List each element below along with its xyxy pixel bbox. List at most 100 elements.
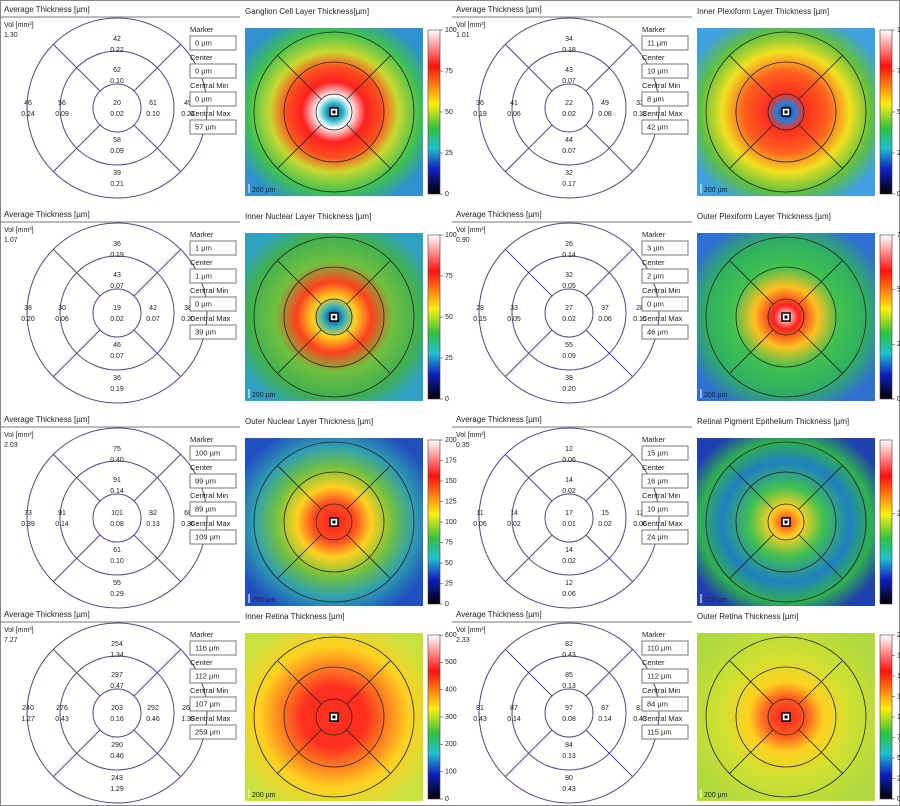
field-value: 46 µm (647, 327, 668, 336)
sector-thickness: 73 (24, 510, 32, 517)
map-title: Retinal Pigment Epithelium Thickness [µm… (697, 417, 849, 426)
map-title: Inner Retina Thickness [µm] (245, 612, 345, 621)
etdrs-divider (53, 249, 100, 296)
page: Average Thickness [µm]Vol [mm³]1.30420.2… (0, 0, 900, 806)
sector-thickness: 12 (565, 580, 573, 587)
sector-volume: 0.06 (562, 457, 576, 464)
sector-thickness: 254 (111, 641, 123, 648)
etdrs-divider (505, 454, 552, 501)
map-title: Inner Nuclear Layer Thickness [µm] (245, 212, 371, 221)
colorbar-tick-label: 75 (445, 273, 453, 280)
field-value: 116 µm (195, 643, 220, 652)
field-label: Central Max (190, 519, 231, 528)
sector-thickness: 240 (22, 705, 34, 712)
sector-thickness: 17 (565, 510, 573, 517)
field-label: Marker (642, 630, 666, 639)
sector-thickness: 42 (113, 36, 121, 43)
etdrs-divider (53, 44, 100, 91)
field-label: Marker (190, 25, 214, 34)
sector-volume: 0.02 (562, 316, 576, 323)
field-label: Central Max (642, 519, 683, 528)
field-value: 10 µm (647, 504, 668, 513)
sector-thickness: 36 (113, 241, 121, 248)
etdrs-divider (505, 249, 552, 296)
field-value: 15 µm (647, 448, 668, 457)
sector-thickness: 290 (111, 742, 123, 749)
sector-thickness: 38 (24, 305, 32, 312)
etdrs-divider (134, 44, 181, 91)
sector-thickness: 14 (565, 477, 573, 484)
etdrs-ring (545, 289, 593, 337)
etdrs-divider (586, 44, 633, 91)
sector-volume: 0.02 (562, 111, 576, 118)
sector-thickness: 55 (565, 342, 573, 349)
vol-label: Vol [mm³] (4, 227, 34, 234)
average-title: Average Thickness [µm] (4, 5, 90, 14)
sector-volume: 0.46 (146, 716, 160, 723)
sector-thickness: 46 (113, 342, 121, 349)
etdrs-divider (505, 649, 552, 696)
field-value: 110 µm (647, 643, 672, 652)
colorbar-tick-label: 50 (445, 314, 453, 321)
field-value: 42 µm (647, 122, 668, 131)
sector-volume: 0.06 (507, 111, 521, 118)
sector-thickness: 32 (565, 272, 573, 279)
scale-label: 200 µm (704, 597, 728, 604)
sector-thickness: 43 (565, 67, 573, 74)
etdrs-divider (134, 125, 181, 172)
field-label: Central Max (642, 109, 683, 118)
sector-volume: 0.20 (21, 316, 35, 323)
sector-volume: 0.29 (110, 591, 124, 598)
field-label: Central Min (190, 286, 228, 295)
colorbar (880, 30, 892, 194)
screenshot: Average Thickness [µm]Vol [mm³]1.30420.2… (0, 0, 900, 806)
field-value: 112 µm (647, 671, 672, 680)
etdrs-divider (505, 44, 552, 91)
field-label: Central Min (642, 491, 680, 500)
colorbar-tick-label: 100 (445, 769, 457, 776)
colorbar-tick-label: 150 (445, 478, 457, 485)
etdrs-divider (586, 249, 633, 296)
sector-thickness: 87 (510, 705, 518, 712)
etdrs-divider (134, 249, 181, 296)
sector-volume: 0.14 (55, 521, 69, 528)
etdrs-ring (93, 689, 141, 737)
sector-volume: 0.07 (110, 353, 124, 360)
sector-volume: 0.10 (110, 558, 124, 565)
center-dot (785, 316, 788, 319)
etdrs-divider (53, 649, 100, 696)
sector-thickness: 11 (476, 510, 483, 517)
sector-volume: 0.43 (55, 716, 69, 723)
colorbar-tick-label: 25 (445, 355, 453, 362)
sector-thickness: 243 (111, 775, 123, 782)
sector-volume: 0.05 (562, 283, 576, 290)
field-value: 11 µm (647, 38, 667, 47)
sector-thickness: 34 (565, 36, 573, 43)
panel: Average Thickness [µm]Vol [mm³]7.272541.… (0, 610, 457, 803)
etdrs-divider (586, 649, 633, 696)
center-dot (333, 111, 336, 114)
field-value: 24 µm (647, 532, 668, 541)
sector-volume: 0.21 (110, 181, 124, 188)
colorbar-tick-label: 50 (445, 560, 453, 567)
field-value: 39 µm (195, 327, 216, 336)
sector-volume: 0.01 (562, 521, 576, 528)
sector-volume: 0.46 (110, 753, 124, 760)
colorbar-tick-label: 125 (445, 498, 457, 505)
sector-thickness: 43 (113, 272, 121, 279)
sector-volume: 0.16 (110, 716, 124, 723)
sector-thickness: 62 (113, 67, 121, 74)
field-value: 115 µm (647, 727, 672, 736)
field-label: Center (190, 53, 213, 62)
etdrs-divider (134, 535, 181, 582)
sector-volume: 0.02 (562, 488, 576, 495)
scale-label: 200 µm (252, 187, 276, 194)
scale-label: 200 µm (252, 392, 276, 399)
sector-volume: 0.07 (146, 316, 160, 323)
field-label: Central Max (642, 314, 683, 323)
field-value: 99 µm (195, 476, 216, 485)
sector-volume: 0.02 (562, 558, 576, 565)
map-title: Outer Retina Thickness [µm] (697, 612, 798, 621)
sector-thickness: 203 (111, 705, 123, 712)
sector-thickness: 276 (56, 705, 68, 712)
